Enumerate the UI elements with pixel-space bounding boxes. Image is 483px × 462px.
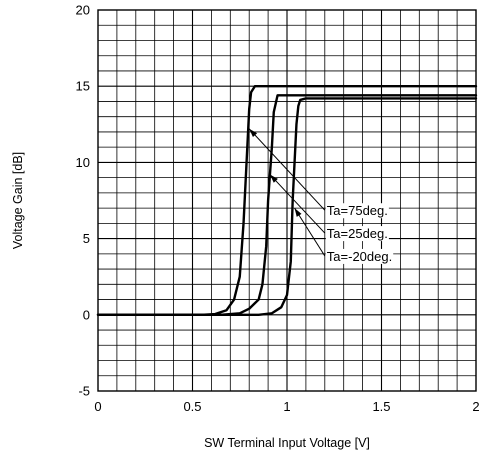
x-tick-label: 2 xyxy=(472,399,479,414)
annotation-label: Ta=75deg. xyxy=(327,203,388,218)
annotation-label-bg xyxy=(325,203,389,219)
y-tick-label: 0 xyxy=(83,307,90,322)
y-tick-label: 5 xyxy=(83,231,90,246)
grid xyxy=(98,10,476,391)
series-line-1 xyxy=(96,94,478,316)
y-tick-label: -5 xyxy=(78,384,90,399)
x-tick-label: 1.5 xyxy=(372,399,390,414)
annotation-label: Ta=25deg. xyxy=(327,226,388,241)
annotation-leader xyxy=(269,174,326,234)
annotation-label: Ta=-20deg. xyxy=(327,249,392,264)
tick-labels: 0 0.5 1 1.5 2 -5 0 5 10 15 20 xyxy=(76,3,480,415)
plot-frame xyxy=(97,9,477,392)
y-axis-title: Voltage Gain [dB] xyxy=(11,152,25,249)
annotations: Ta=75deg. Ta=25deg. Ta=-20deg. xyxy=(248,128,394,264)
x-tick-label: 1 xyxy=(283,399,290,414)
annotation-leader xyxy=(248,128,326,211)
series-line-2 xyxy=(96,97,478,316)
y-tick-label: 15 xyxy=(76,79,90,94)
annotation-leader xyxy=(294,207,326,257)
x-tick-label: 0 xyxy=(94,399,101,414)
annotation-arrowhead xyxy=(269,174,278,183)
annotation-arrowhead xyxy=(249,128,258,138)
series-lines xyxy=(96,84,478,316)
annotation-label-bg xyxy=(325,226,389,242)
x-axis-title: SW Terminal Input Voltage [V] xyxy=(204,436,370,450)
y-tick-label: 20 xyxy=(76,3,90,18)
annotation-label-bg xyxy=(325,248,394,264)
annotation-arrowhead xyxy=(294,208,302,217)
x-tick-label: 0.5 xyxy=(183,399,201,414)
y-tick-label: 10 xyxy=(76,155,90,170)
